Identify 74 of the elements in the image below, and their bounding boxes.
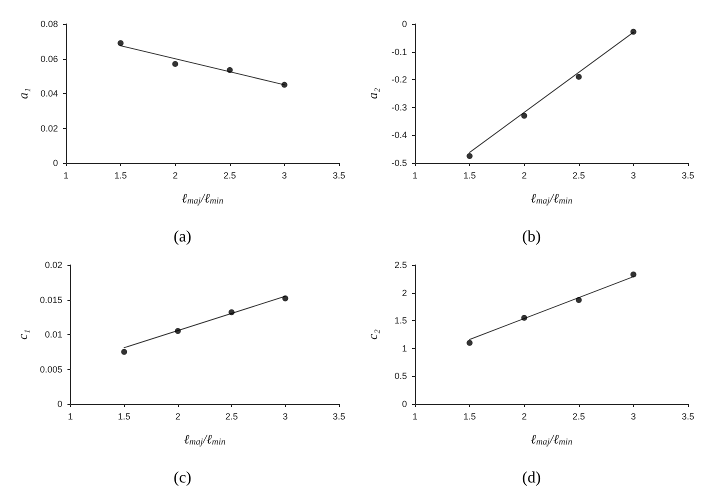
- y-tick-label: -0.1: [391, 46, 407, 57]
- x-tick-label: 3.5: [332, 170, 346, 180]
- y-tick-label: 0.015: [40, 294, 62, 305]
- y-tick-label: -0.4: [391, 130, 407, 140]
- x-tick-label: 1.5: [463, 412, 476, 422]
- x-tick-label: 1.5: [118, 412, 130, 422]
- y-tick-label: -0.2: [391, 74, 407, 85]
- x-tick-label: 1.5: [114, 170, 127, 180]
- y-tick-label: -0.3: [391, 102, 407, 112]
- y-tick-label: 0: [52, 158, 58, 168]
- x-tick-label: 3.5: [332, 412, 346, 422]
- x-tick-label: 3: [282, 412, 288, 422]
- x-tick-label: 3: [282, 170, 287, 180]
- y-tick-label: 0: [402, 399, 407, 409]
- x-tick-label: 2.5: [224, 170, 236, 180]
- point: [576, 74, 582, 80]
- y-tick-label: 0.08: [40, 19, 58, 29]
- x-tick-label: 2: [522, 170, 527, 180]
- x-tick-label: 1: [63, 170, 69, 180]
- y-tick-label: 0: [402, 19, 407, 29]
- point: [521, 314, 528, 321]
- x-tick-label: 2.5: [572, 170, 586, 180]
- x-axis-title: ℓmaj/ℓmin: [184, 432, 226, 447]
- y-tick-label: 2.5: [394, 260, 407, 270]
- point: [630, 271, 636, 278]
- x-axis-title: ℓmaj/ℓmin: [530, 190, 573, 206]
- x-tick-label: 2.5: [225, 412, 238, 422]
- x-tick-label: 2: [172, 170, 178, 180]
- point: [282, 295, 288, 302]
- x-axis-title: ℓmaj/ℓmin: [182, 190, 224, 206]
- x-tick-label: 3.5: [682, 412, 694, 422]
- y-tick-label: 1.5: [394, 316, 407, 326]
- y-tick-label: 0.02: [40, 123, 58, 134]
- x-tick-label: 3.5: [682, 170, 694, 180]
- x-tick-label: 1: [412, 170, 418, 180]
- x-tick-label: 3: [630, 170, 636, 180]
- x-axis-title: ℓmaj/ℓmin: [530, 432, 573, 447]
- y-axis-title: a₁: [16, 88, 31, 100]
- x-tick-label: 1: [68, 412, 73, 422]
- y-tick-label: 2: [402, 288, 407, 298]
- y-tick-label: 0: [57, 399, 62, 409]
- point: [174, 328, 181, 334]
- point: [228, 309, 235, 316]
- y-tick-label: 1: [402, 343, 407, 354]
- x-tick-label: 1.5: [463, 170, 476, 180]
- point: [118, 40, 124, 46]
- point: [466, 340, 473, 346]
- point: [226, 67, 233, 74]
- x-tick-label: 2: [175, 412, 180, 422]
- text: (b): [522, 228, 541, 246]
- text: (d): [522, 470, 541, 486]
- y-tick-label: 0.02: [44, 260, 62, 270]
- y-tick-label: 0.5: [394, 371, 407, 382]
- y-tick-label: 0.04: [40, 88, 58, 98]
- point: [281, 82, 288, 88]
- point: [630, 28, 636, 35]
- x-tick-label: 2: [522, 412, 527, 422]
- x-tick-label: 1: [412, 412, 418, 422]
- x-tick-label: 2.5: [572, 412, 586, 422]
- point: [466, 153, 473, 160]
- y-axis-title: a₂: [365, 88, 380, 100]
- y-tick-label: 0.005: [40, 364, 62, 374]
- y-axis-title: c₂: [365, 328, 380, 340]
- y-axis-title: c₁: [15, 329, 30, 340]
- point: [172, 60, 178, 67]
- x-tick-label: 3: [630, 412, 636, 422]
- y-tick-label: -0.5: [391, 158, 407, 168]
- point: [121, 348, 128, 355]
- y-tick-label: 0.06: [40, 54, 58, 64]
- point: [521, 112, 528, 119]
- text: (a): [174, 228, 192, 246]
- text: (c): [174, 470, 192, 486]
- point: [576, 297, 582, 304]
- y-tick-label: 0.01: [44, 330, 62, 340]
